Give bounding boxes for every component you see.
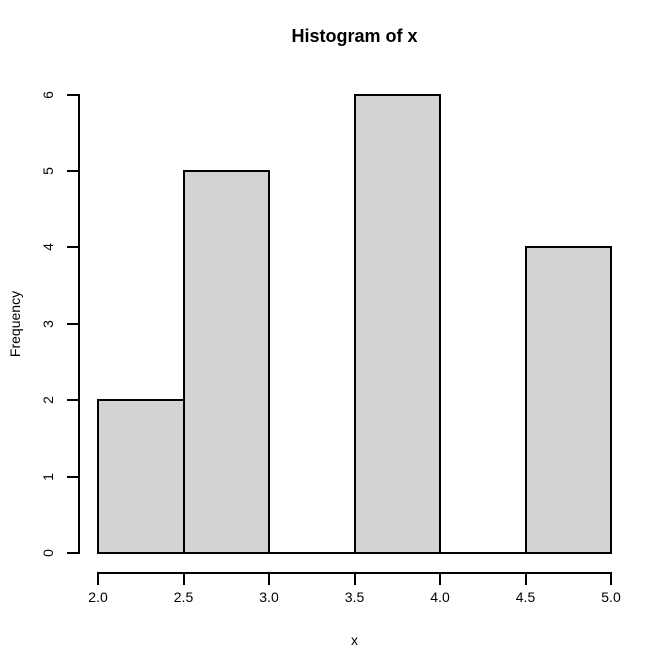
x-axis-tick (268, 572, 270, 585)
x-axis-tick-label: 4.5 (515, 589, 536, 605)
x-axis-tick-label: 2.5 (173, 589, 194, 605)
y-axis-tick (67, 475, 79, 478)
x-axis-tick (182, 572, 185, 585)
x-axis-tick (524, 572, 527, 585)
y-axis-tick-label: 6 (40, 90, 56, 99)
histogram-bar (353, 93, 441, 554)
x-axis-tick-label: 3.0 (259, 589, 279, 605)
histogram-zero-bar (439, 552, 527, 554)
y-axis-line (78, 93, 80, 554)
y-axis-tick (67, 552, 79, 554)
y-axis-tick-label: 5 (40, 167, 56, 175)
x-axis-tick-label: 5.0 (601, 589, 621, 605)
y-axis-tick-label: 3 (40, 319, 56, 328)
y-axis-tick-label: 0 (40, 549, 56, 557)
x-axis-title: x (351, 632, 358, 648)
y-axis-tick (67, 322, 79, 325)
x-axis-tick (610, 572, 612, 585)
histogram-bar (524, 246, 612, 554)
x-axis-tick (353, 572, 356, 585)
y-axis-tick (67, 93, 79, 96)
x-axis-tick-label: 4.0 (430, 589, 450, 605)
histogram-bar (97, 399, 185, 554)
histogram-bar (182, 169, 270, 554)
x-axis-tick (97, 572, 99, 585)
y-axis-tick (67, 399, 79, 402)
y-axis-tick (67, 246, 79, 249)
histogram-zero-bar (268, 552, 356, 554)
x-axis-tick-label: 2.0 (88, 589, 108, 605)
x-axis-tick (439, 572, 441, 585)
x-axis-tick-label: 3.5 (344, 589, 365, 605)
y-axis-title-text: Frequency (7, 290, 23, 358)
chart-title: Histogram of x (291, 26, 418, 46)
y-axis-tick-label: 2 (40, 396, 56, 405)
y-axis-tick (67, 169, 79, 172)
y-axis-tick-label: 1 (40, 472, 56, 481)
y-axis-tick-label: 4 (40, 243, 56, 252)
